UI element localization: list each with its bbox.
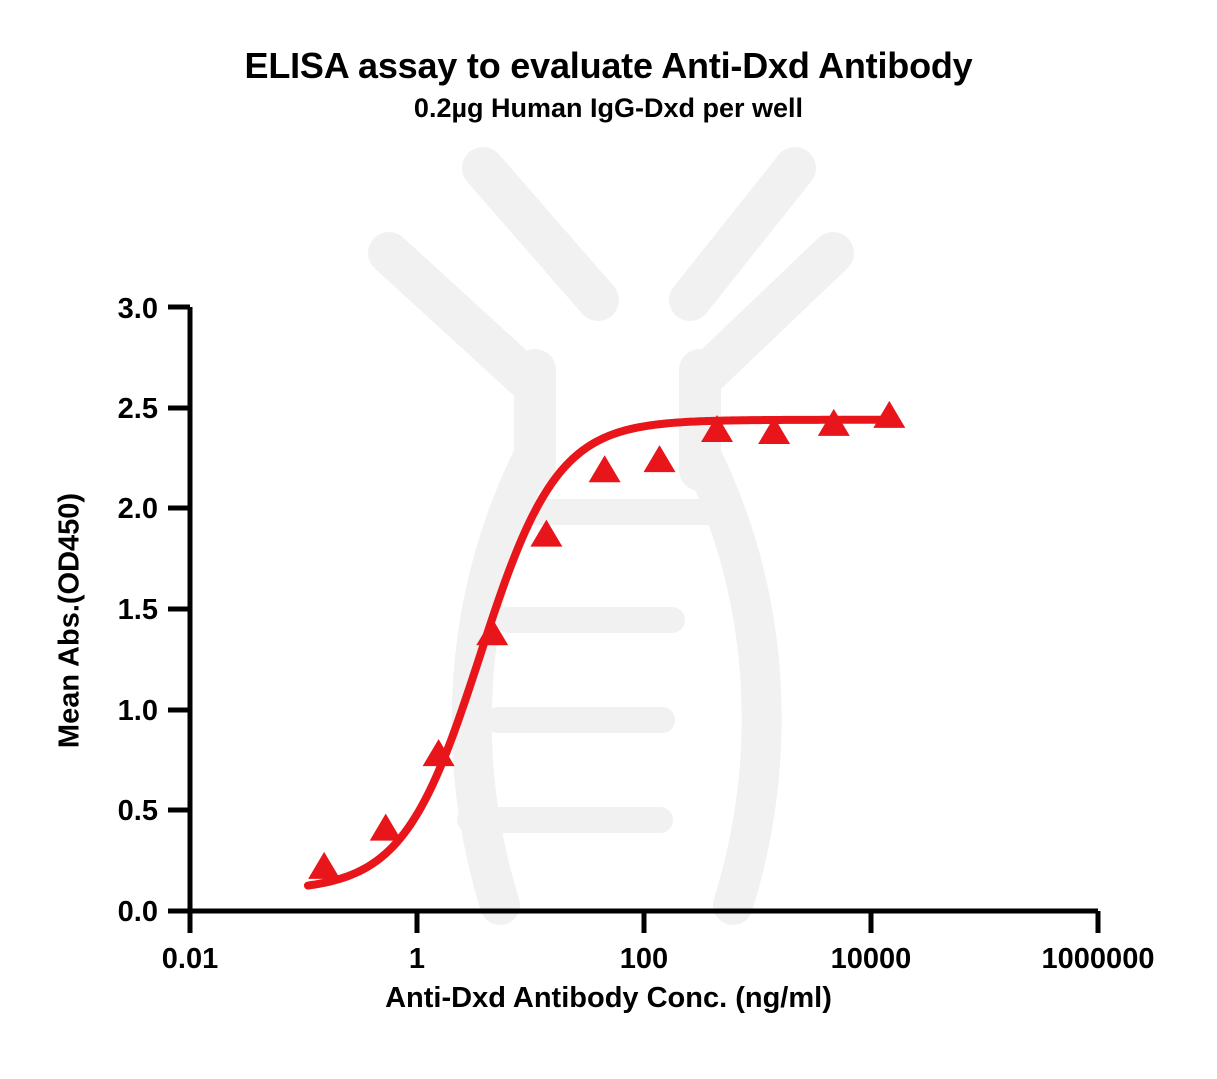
data-point-group bbox=[308, 400, 906, 879]
x-axis-title: Anti-Dxd Antibody Conc. (ng/ml) bbox=[385, 982, 832, 1014]
data-point-marker bbox=[701, 414, 734, 442]
watermark-logo bbox=[368, 147, 854, 925]
x-tick-label: 1 bbox=[409, 943, 425, 975]
y-tick-label: 1.0 bbox=[118, 695, 158, 727]
y-tick-label: 2.5 bbox=[118, 393, 158, 425]
x-tick-label: 1000000 bbox=[1042, 943, 1155, 975]
y-axis-title: Mean Abs.(OD450) bbox=[53, 492, 86, 749]
data-point-marker bbox=[817, 408, 850, 436]
data-point-marker bbox=[308, 851, 341, 879]
fit-curve bbox=[303, 415, 896, 890]
y-tick-label: 1.5 bbox=[118, 594, 158, 626]
y-axis-ticks bbox=[168, 304, 190, 914]
x-axis-ticks bbox=[187, 911, 1101, 933]
x-tick-label: 100 bbox=[620, 943, 668, 975]
data-point-marker bbox=[476, 618, 509, 646]
x-tick-label: 0.01 bbox=[162, 943, 218, 975]
y-axis-tick-labels: 0.0 0.5 1.0 1.5 2.0 2.5 3.0 bbox=[118, 293, 158, 928]
x-axis-tick-labels: 0.01 1 100 10000 1000000 bbox=[162, 943, 1155, 975]
y-tick-label: 0.0 bbox=[118, 896, 158, 928]
data-point-marker bbox=[873, 400, 906, 428]
y-tick-label: 0.5 bbox=[118, 795, 158, 827]
data-point-marker bbox=[422, 739, 455, 767]
data-point-marker bbox=[369, 813, 402, 841]
data-point-marker bbox=[758, 416, 791, 444]
data-point-marker bbox=[588, 455, 621, 483]
data-point-marker bbox=[643, 445, 676, 473]
y-tick-label: 3.0 bbox=[118, 293, 158, 325]
x-tick-label: 10000 bbox=[831, 943, 912, 975]
data-point-marker bbox=[530, 519, 563, 547]
y-tick-label: 2.0 bbox=[118, 493, 158, 525]
